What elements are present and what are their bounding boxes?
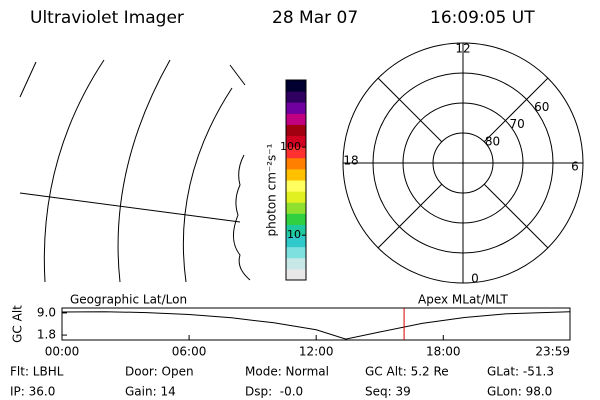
grid-line [19, 192, 241, 223]
color-swatch [286, 224, 306, 237]
altitude-line [61, 311, 570, 340]
date: 28 Mar 07 [272, 8, 358, 28]
y-tick-label: 1.8 [37, 328, 56, 342]
color-swatch [286, 268, 306, 281]
grid-arc [43, 59, 105, 283]
color-swatch [286, 124, 306, 137]
color-swatch [286, 246, 306, 259]
polar-spoke [483, 77, 549, 143]
status-field: IP: 36.0 [10, 385, 55, 399]
colorbar: 10 100 [280, 79, 307, 281]
color-swatch [286, 135, 306, 148]
x-tick-label: 18:00 [426, 345, 461, 359]
x-tick-label: 00:00 [45, 345, 80, 359]
x-tick-label: 23:59 [535, 345, 570, 359]
hour-label: 0 [471, 272, 479, 286]
status-field: Gain: 14 [125, 385, 176, 399]
coastline [229, 64, 251, 281]
color-swatch [286, 91, 306, 103]
color-swatch [286, 102, 306, 114]
color-swatch [286, 113, 306, 125]
time: 16:09:05 UT [430, 8, 535, 28]
lat-label: 60 [534, 100, 549, 114]
color-swatch [286, 146, 306, 159]
color-swatch [286, 191, 306, 203]
color-swatch [286, 80, 306, 92]
grid-arc [19, 61, 37, 98]
status-field: GLat: -51.3 [487, 365, 554, 379]
color-swatch [286, 235, 306, 248]
polar-spoke [483, 183, 549, 249]
status-field: GLon: 98.0 [487, 385, 552, 399]
geo-grid [19, 59, 251, 283]
grid-arc [182, 87, 233, 283]
polar-spoke [377, 183, 443, 249]
lat-label: 80 [485, 135, 500, 149]
x-tick-label: 12:00 [299, 345, 334, 359]
colorbar-label: photon cm⁻²s⁻¹ [265, 143, 279, 236]
title: Ultraviolet Imager [30, 8, 184, 28]
y-tick-label: 9.0 [37, 305, 56, 319]
status-panel: Flt: LBHL Door: Open Mode: Normal GC Alt: 5… [10, 365, 554, 399]
status-field: GC Alt: 5.2 Re [365, 365, 449, 379]
y-axis-label: GC Alt [11, 305, 25, 343]
x-tick-label: 06:00 [172, 345, 207, 359]
lat-label: 70 [509, 117, 524, 131]
color-swatch [286, 157, 306, 170]
colorbar-tick-label: 10 [287, 228, 301, 241]
left-label: Geographic Lat/Lon [70, 293, 187, 307]
color-swatch [286, 213, 306, 225]
status-field: Door: Open [125, 365, 194, 379]
hour-label: 12 [455, 42, 470, 56]
hour-label: 18 [343, 154, 358, 168]
status-field: Mode: Normal [245, 365, 329, 379]
color-swatch [286, 257, 306, 270]
color-swatch [286, 180, 306, 192]
hour-label: 6 [571, 160, 579, 174]
color-swatch [286, 168, 306, 181]
altitude-plot: Geographic Lat/Lon Apex MLat/MLT GC Alt 9.0… [11, 293, 571, 359]
right-label: Apex MLat/MLT [418, 293, 508, 307]
colorbar-tick-label: 100 [280, 140, 301, 153]
status-field: Dsp: -0.0 [245, 385, 303, 399]
polar-spoke [377, 77, 443, 143]
status-field: Seq: 39 [365, 385, 411, 399]
colorbar-frame [285, 79, 307, 281]
color-swatch [286, 202, 306, 214]
status-field: Flt: LBHL [10, 365, 64, 379]
grid-arc [117, 59, 171, 283]
